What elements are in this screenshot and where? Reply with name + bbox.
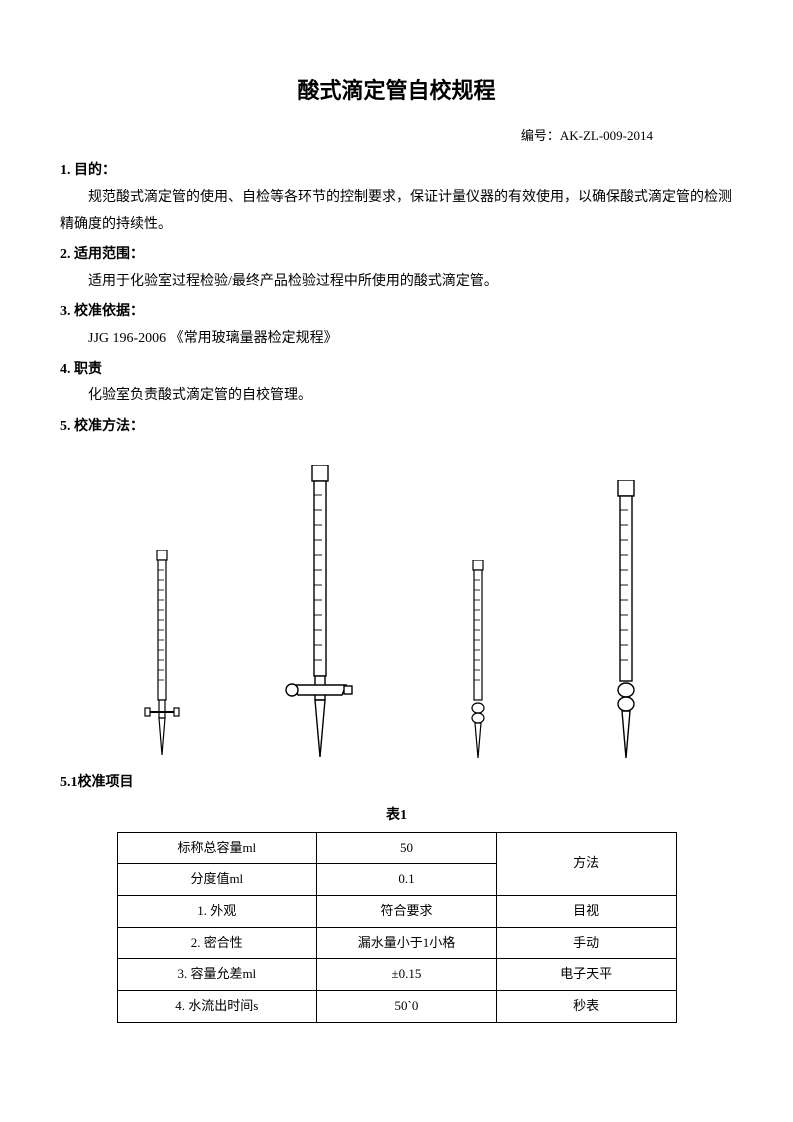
section-3-body: JJG 196-2006 《常用玻璃量器检定规程》 xyxy=(60,326,733,353)
burette-icon xyxy=(137,550,187,760)
table-cell: 秒表 xyxy=(496,991,676,1023)
section-2-head: 2. 适用范围： xyxy=(60,242,733,269)
burette-3 xyxy=(453,560,503,760)
section-4-body: 化验室负责酸式滴定管的自校管理。 xyxy=(60,383,733,410)
table-cell: 2. 密合性 xyxy=(117,927,317,959)
table-cell: 目视 xyxy=(496,895,676,927)
burette-4 xyxy=(596,480,656,760)
document-number: 编号：AK-ZL-009-2014 xyxy=(60,124,733,149)
section-1-body: 规范酸式滴定管的使用、自检等各环节的控制要求，保证计量仪器的有效使用，以确保酸式… xyxy=(60,185,733,238)
burette-2 xyxy=(280,465,360,760)
burette-figure-row xyxy=(60,450,733,760)
table-cell: 标称总容量ml xyxy=(117,832,317,864)
table-caption: 表1 xyxy=(60,803,733,830)
table-cell: 3. 容量允差ml xyxy=(117,959,317,991)
section-2-body: 适用于化验室过程检验/最终产品检验过程中所使用的酸式滴定管。 xyxy=(60,269,733,296)
section-4-head: 4. 职责 xyxy=(60,357,733,384)
page-title: 酸式滴定管自校规程 xyxy=(60,70,733,112)
table-row: 1. 外观 符合要求 目视 xyxy=(117,895,676,927)
table-cell: 0.1 xyxy=(317,864,497,896)
table-cell: 50 xyxy=(317,832,497,864)
table-cell: 4. 水流出时间s xyxy=(117,991,317,1023)
table-cell: ±0.15 xyxy=(317,959,497,991)
table-cell: 50`0 xyxy=(317,991,497,1023)
table-cell: 手动 xyxy=(496,927,676,959)
table-cell: 漏水量小于1小格 xyxy=(317,927,497,959)
table-row: 标称总容量ml 50 方法 xyxy=(117,832,676,864)
table-cell: 方法 xyxy=(496,832,676,895)
table-cell: 分度值ml xyxy=(117,864,317,896)
burette-1 xyxy=(137,550,187,760)
table-cell: 1. 外观 xyxy=(117,895,317,927)
burette-icon xyxy=(453,560,503,760)
table-row: 2. 密合性 漏水量小于1小格 手动 xyxy=(117,927,676,959)
section-5-head: 5. 校准方法： xyxy=(60,414,733,441)
section-1-head: 1. 目的： xyxy=(60,158,733,185)
table-row: 4. 水流出时间s 50`0 秒表 xyxy=(117,991,676,1023)
section-3-head: 3. 校准依据： xyxy=(60,299,733,326)
burette-icon xyxy=(280,465,360,760)
calibration-table: 标称总容量ml 50 方法 分度值ml 0.1 1. 外观 符合要求 目视 2.… xyxy=(117,832,677,1023)
table-cell: 电子天平 xyxy=(496,959,676,991)
section-5-1-head: 5.1校准项目 xyxy=(60,770,733,797)
table-row: 3. 容量允差ml ±0.15 电子天平 xyxy=(117,959,676,991)
table-cell: 符合要求 xyxy=(317,895,497,927)
burette-icon xyxy=(596,480,656,760)
